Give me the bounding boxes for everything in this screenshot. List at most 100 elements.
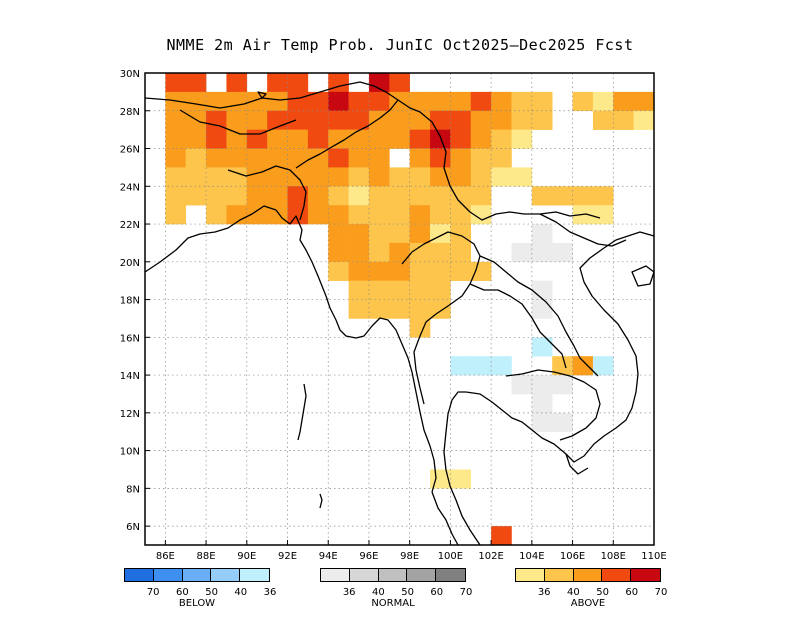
above-probability-cell [572,186,594,206]
above-probability-cell [409,110,431,130]
above-probability-cell [328,186,349,206]
above-probability-cell [246,91,268,112]
above-probability-cell [491,129,512,149]
above-probability-cell [226,91,248,112]
andaman-islands [297,383,307,441]
above-probability-cell [491,526,512,546]
above-probability-cell [328,110,349,130]
y-tick-label: 14N [120,371,140,382]
legend-above-label: 70 [654,587,668,598]
above-probability-cell [430,224,451,244]
above-probability-cell [206,110,227,130]
normal-probability-cell [552,375,573,395]
probability-cells [165,73,655,546]
above-probability-cell [226,110,248,130]
above-probability-cell [592,186,614,206]
above-probability-cell [307,110,329,130]
above-probability-cell [185,91,207,112]
legend-below-label: 50 [205,587,218,598]
coastlines-and-borders [144,81,655,546]
coastline-gulf-thailand [465,231,655,463]
above-probability-cell [409,299,431,319]
above-probability-cell [633,91,655,112]
above-probability-cell [389,299,410,319]
above-probability-cell [267,91,288,112]
above-probability-cell [592,110,614,130]
above-probability-cell [328,91,349,112]
above-probability-cell [267,186,288,206]
x-tick-label: 98E [400,551,419,562]
above-probability-cell [348,91,370,112]
above-probability-cell [165,148,187,168]
above-probability-cell [267,205,288,225]
above-probability-cell [226,167,248,187]
above-probability-cell [430,186,451,206]
above-probability-cell [185,148,207,168]
y-tick-label: 16N [120,333,140,344]
legend-normal-swatch [378,569,408,581]
above-probability-cell [633,110,655,130]
above-probability-cell [328,129,349,149]
above-probability-cell [348,129,370,149]
y-tick-label: 10N [120,447,140,458]
above-probability-cell [267,167,288,187]
legend-above-name: ABOVE [570,598,606,609]
above-probability-cell [206,205,227,225]
above-probability-cell [348,224,370,244]
normal-probability-cell [511,375,533,395]
legend-normal-swatch [349,569,379,581]
above-probability-cell [389,129,410,149]
above-probability-cell [287,186,309,206]
above-probability-cell [348,110,370,130]
above-probability-cell [511,110,533,130]
above-probability-cell [368,110,390,130]
above-probability-cell [491,110,512,130]
legend-below-swatch [240,569,269,581]
above-probability-cell [470,205,492,225]
above-probability-cell [592,205,614,225]
border-india-myanmar [295,99,399,169]
above-probability-cell [389,205,410,225]
above-probability-cell [491,91,512,112]
x-tick-label: 110E [641,551,666,562]
legend-below-swatch [182,569,212,581]
above-probability-cell [267,129,288,149]
below-probability-cell [491,356,512,376]
above-probability-cell [389,242,410,263]
above-probability-cell [450,469,472,489]
above-probability-cell [368,261,390,281]
above-probability-cell [430,261,451,281]
above-probability-cell [389,186,410,206]
legend-below-label: 40 [234,587,248,598]
above-probability-cell [511,91,533,112]
y-tick-label: 20N [120,258,140,269]
map-frame [144,72,655,546]
y-tick-label: 8N [126,484,140,495]
x-tick-label: 92E [278,551,297,562]
above-probability-cell [328,224,349,244]
above-probability-cell [491,167,512,187]
above-probability-cell [226,148,248,168]
normal-probability-cell [531,393,553,414]
above-probability-cell [368,129,390,149]
above-probability-cell [206,129,227,149]
y-tick-label: 12N [120,409,140,420]
above-probability-cell [389,280,410,300]
above-probability-cell [430,242,451,263]
y-tick-label: 22N [120,220,140,231]
above-probability-cell [185,167,207,187]
above-probability-cell [368,167,390,187]
normal-probability-cell [531,299,553,319]
above-probability-cell [368,73,390,93]
above-probability-cell [491,148,512,168]
above-probability-cell [470,261,492,281]
legend-above-label: 36 [537,587,551,598]
above-probability-cell [206,186,227,206]
normal-probability-cell [531,280,553,300]
x-tick-label: 108E [601,551,626,562]
legend-below-label: 60 [176,587,189,598]
above-probability-cell [511,167,533,187]
y-tick-label: 6N [126,522,140,533]
above-probability-cell [389,110,410,130]
above-probability-cell [307,205,329,225]
